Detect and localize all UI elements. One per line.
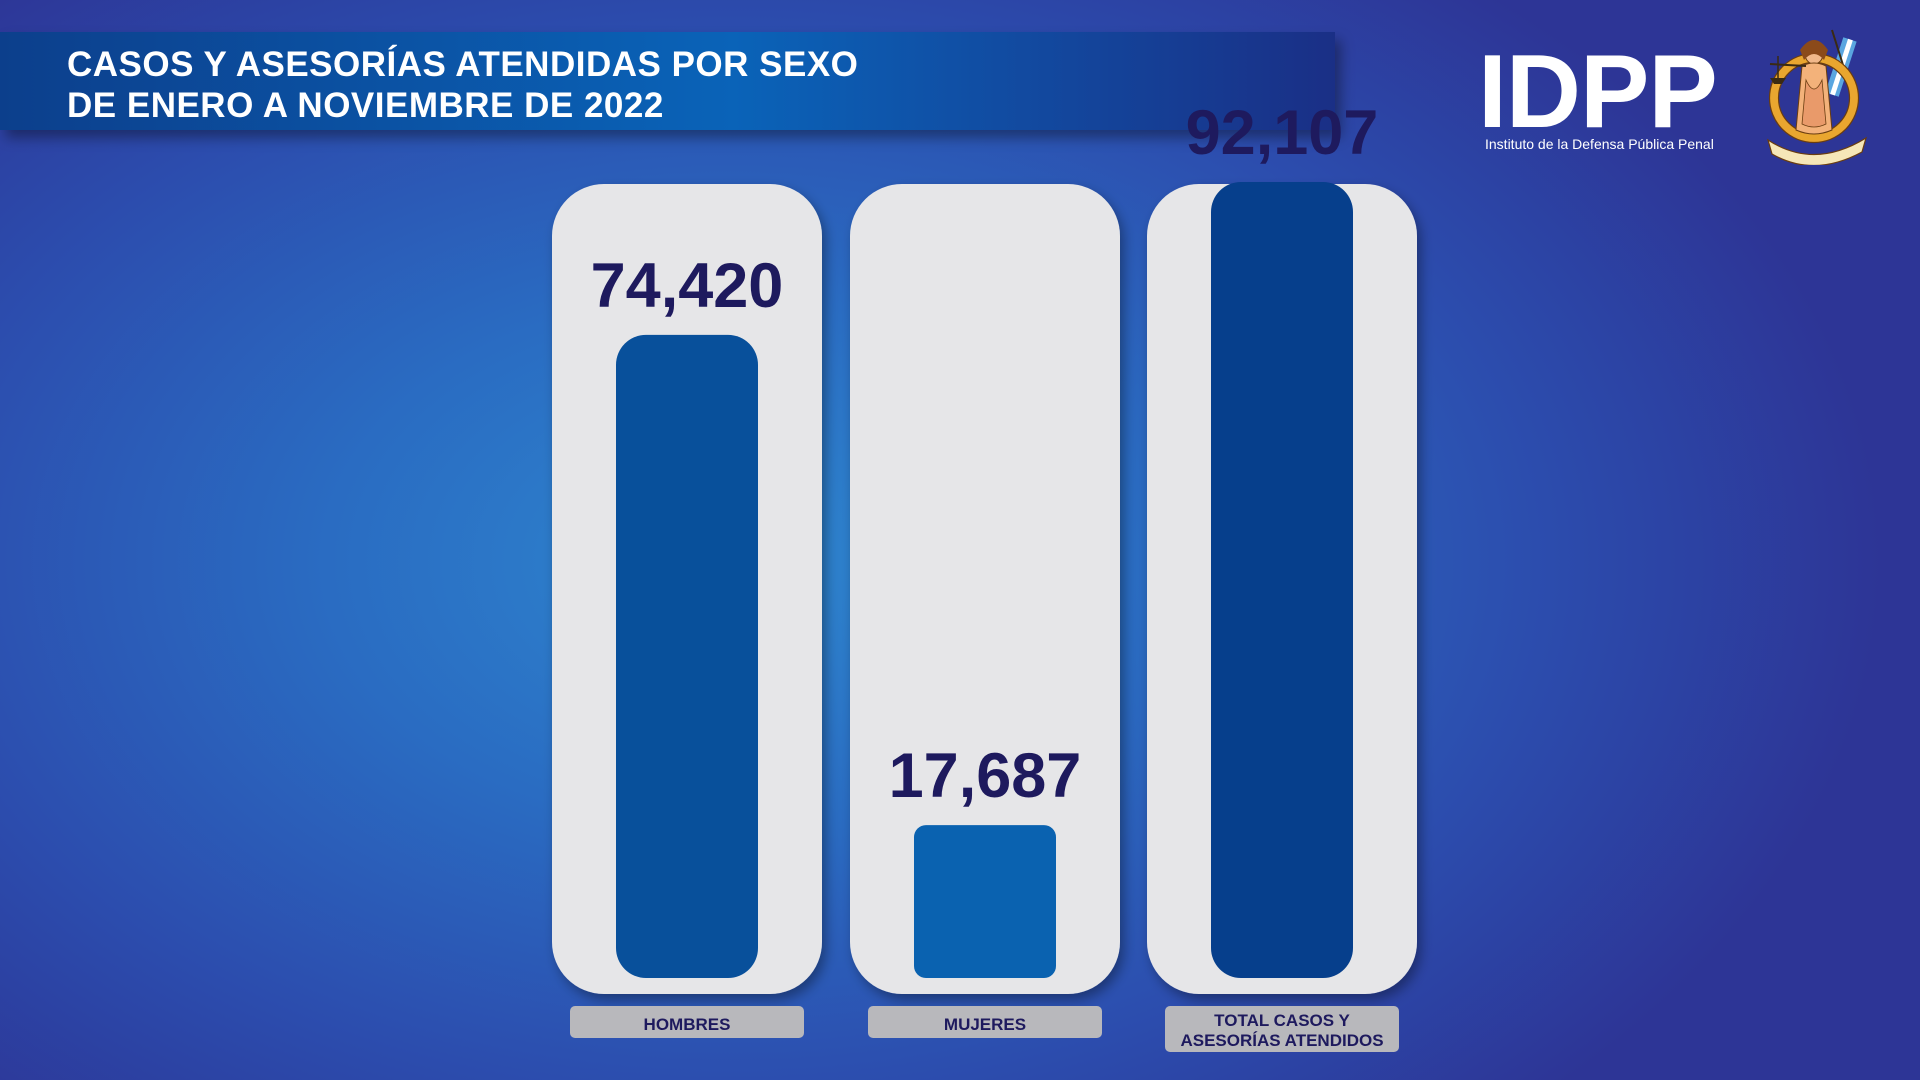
institution-seal-icon bbox=[1766, 29, 1868, 165]
category-label: TOTAL CASOS Y bbox=[1214, 1011, 1350, 1030]
category-label-box bbox=[868, 1006, 1102, 1038]
chart-title-line-2: DE ENERO A NOVIEMBRE DE 2022 bbox=[67, 86, 664, 125]
category-label: HOMBRES bbox=[644, 1015, 731, 1034]
idpp-logo-subtitle: Instituto de la Defensa Pública Penal bbox=[1485, 136, 1714, 152]
bar bbox=[616, 334, 758, 978]
bar bbox=[1211, 182, 1353, 978]
chart-title-line-1: CASOS Y ASESORÍAS ATENDIDAS POR SEXO bbox=[67, 45, 859, 84]
category-label-box bbox=[1165, 1006, 1399, 1052]
bar-panel bbox=[850, 184, 1120, 994]
data-label: 74,420 bbox=[591, 251, 784, 321]
bar bbox=[914, 825, 1056, 978]
data-label: 17,687 bbox=[889, 741, 1082, 811]
category-label-box bbox=[570, 1006, 804, 1038]
category-label: MUJERES bbox=[944, 1015, 1026, 1034]
category-label: ASESORÍAS ATENDIDOS bbox=[1180, 1031, 1383, 1050]
title-banner bbox=[0, 32, 1335, 130]
data-label: 92,107 bbox=[1186, 98, 1379, 168]
idpp-logo: IDPP bbox=[1478, 34, 1718, 150]
